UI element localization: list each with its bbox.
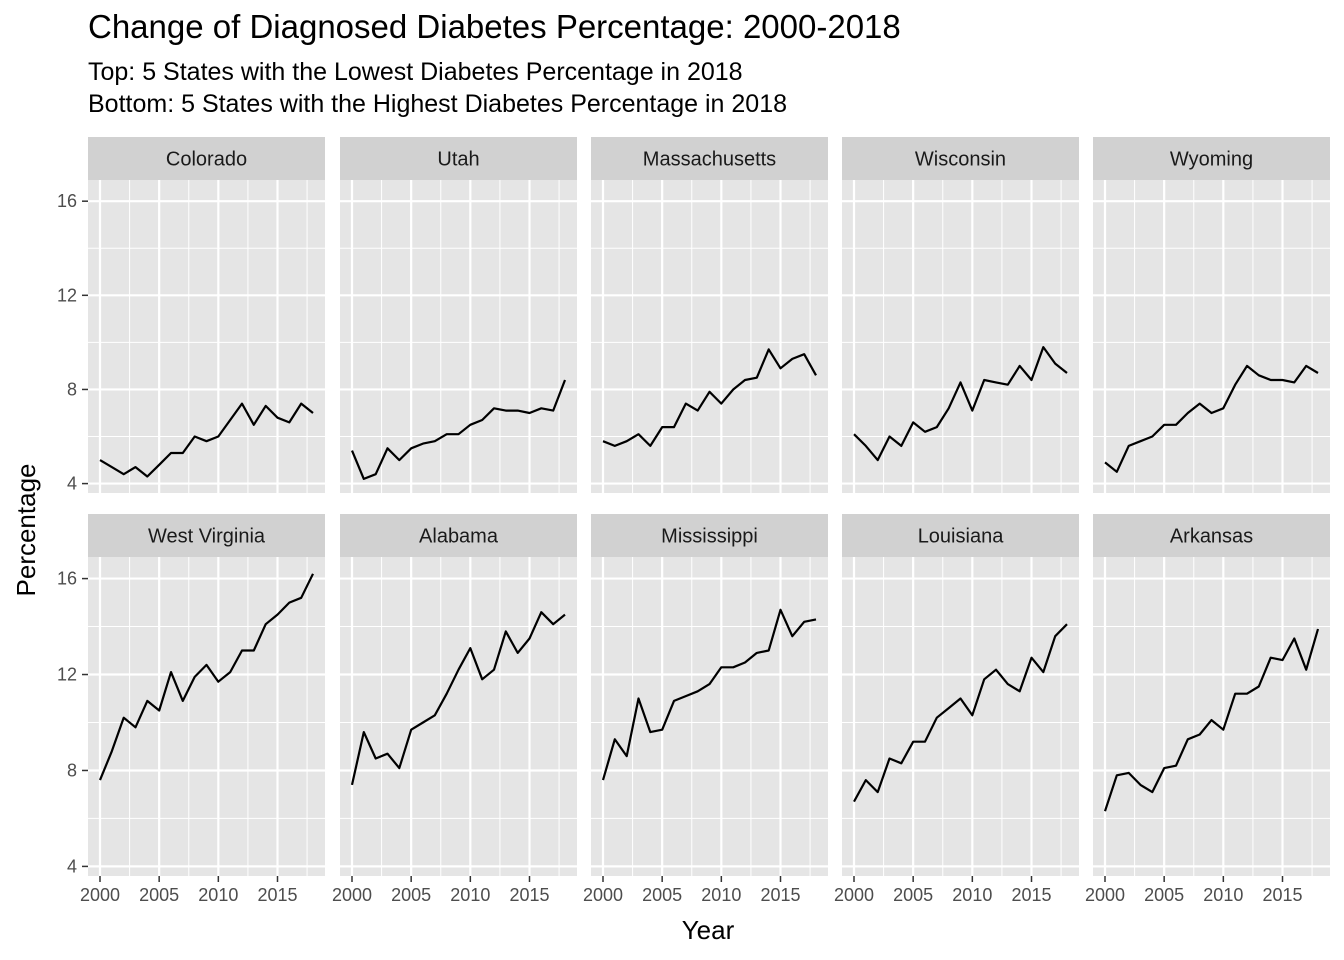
panel-background	[340, 180, 577, 493]
series-line-colorado	[99, 402, 314, 478]
x-tick-label: 2015	[760, 885, 800, 905]
panel-background	[1093, 557, 1330, 876]
y-axis-title: Percentage	[11, 464, 41, 597]
facet-label: Wisconsin	[915, 149, 1006, 171]
facet-label: West Virginia	[148, 526, 266, 548]
x-tick-label: 2015	[257, 885, 297, 905]
series-line-wisconsin	[853, 346, 1068, 462]
x-axis-title: Year	[682, 915, 735, 945]
facet-label: Mississippi	[661, 526, 758, 548]
series-line-arkansas	[1103, 628, 1320, 812]
panel-background	[88, 180, 325, 493]
y-tick-label: 8	[67, 760, 77, 780]
facet-strip	[842, 137, 1079, 180]
facet-strip	[88, 514, 325, 557]
x-tick-label: 2005	[139, 885, 179, 905]
y-tick-label: 16	[57, 191, 77, 211]
facet-label: Wyoming	[1170, 149, 1253, 171]
panel-background	[88, 557, 325, 876]
x-tick-label: 2000	[583, 885, 623, 905]
facet-label: Arkansas	[1170, 526, 1253, 548]
y-tick-label: 12	[57, 285, 77, 305]
facet-label: Alabama	[419, 526, 499, 548]
panel-background	[591, 180, 828, 493]
facet-panel-wyoming: Wyoming	[1093, 137, 1330, 493]
series-line-west-virginia	[98, 573, 314, 781]
series-line-wyoming	[1104, 364, 1319, 473]
facet-panel-massachusetts: Massachusetts	[591, 137, 828, 493]
facet-strip	[591, 514, 828, 557]
x-tick-label: 2005	[893, 885, 933, 905]
y-tick-label: 4	[67, 474, 77, 494]
x-tick-label: 2010	[952, 885, 992, 905]
facet-strip	[340, 514, 577, 557]
chart-subtitle-line-2: Bottom: 5 States with the Highest Diabet…	[88, 90, 788, 118]
x-tick-label: 2010	[1203, 885, 1243, 905]
facet-panel-wisconsin: Wisconsin	[842, 137, 1079, 493]
panel-background	[591, 557, 828, 876]
panel-background	[1093, 180, 1330, 493]
panel-background	[340, 557, 577, 876]
facet-panel-arkansas: Arkansas 2000 2005 2010 2015	[1085, 514, 1330, 905]
facet-panel-west-virginia: West Virginia 4 8 12 16 2000 2005 2010 2015	[57, 514, 325, 905]
chart-title: Change of Diagnosed Diabetes Percentage:…	[88, 8, 901, 45]
panel-background	[842, 180, 1079, 493]
series-line-mississippi	[601, 608, 817, 781]
x-tick-label: 2005	[642, 885, 682, 905]
facet-strip	[1093, 514, 1330, 557]
x-tick-label: 2000	[834, 885, 874, 905]
facet-label: Louisiana	[918, 526, 1005, 548]
facet-label: Utah	[437, 149, 479, 171]
facet-strip	[88, 137, 325, 180]
facet-strip	[842, 514, 1079, 557]
series-line-utah	[350, 379, 567, 480]
facet-strip	[591, 137, 828, 180]
x-tick-label: 2000	[80, 885, 120, 905]
x-tick-label: 2015	[1011, 885, 1051, 905]
panel-background	[842, 557, 1079, 876]
x-tick-label: 2010	[450, 885, 490, 905]
series-line-alabama	[350, 611, 566, 786]
x-tick-label: 2005	[1144, 885, 1184, 905]
facet-panel-alabama: Alabama 2000 2005 2010 2015	[332, 514, 577, 905]
x-tick-label: 2015	[509, 885, 549, 905]
chart-subtitle-line-1: Top: 5 States with the Lowest Diabetes P…	[88, 58, 743, 86]
facet-panel-louisiana: Louisiana 2000 2005 2010 2015	[834, 514, 1079, 905]
y-tick-label: 4	[67, 856, 77, 876]
x-tick-label: 2000	[1085, 885, 1125, 905]
y-tick-label: 16	[57, 569, 77, 589]
x-tick-label: 2010	[701, 885, 741, 905]
x-tick-label: 2005	[391, 885, 431, 905]
facet-label: Colorado	[166, 149, 247, 171]
x-tick-label: 2015	[1262, 885, 1302, 905]
series-line-louisiana	[853, 623, 1068, 803]
y-tick-label: 12	[57, 665, 77, 685]
y-tick-label: 8	[67, 379, 77, 399]
facet-strip	[1093, 137, 1330, 180]
x-tick-label: 2010	[198, 885, 238, 905]
facet-panel-utah: Utah	[340, 137, 577, 493]
facet-panel-mississippi: Mississippi 2000 2005 2010 2015	[583, 514, 828, 905]
facet-strip	[340, 137, 577, 180]
facet-label: Massachusetts	[643, 149, 776, 171]
series-line-massachusetts	[602, 348, 817, 447]
facet-panel-colorado: Colorado 4 8 12 16	[57, 137, 325, 494]
x-tick-label: 2000	[332, 885, 372, 905]
